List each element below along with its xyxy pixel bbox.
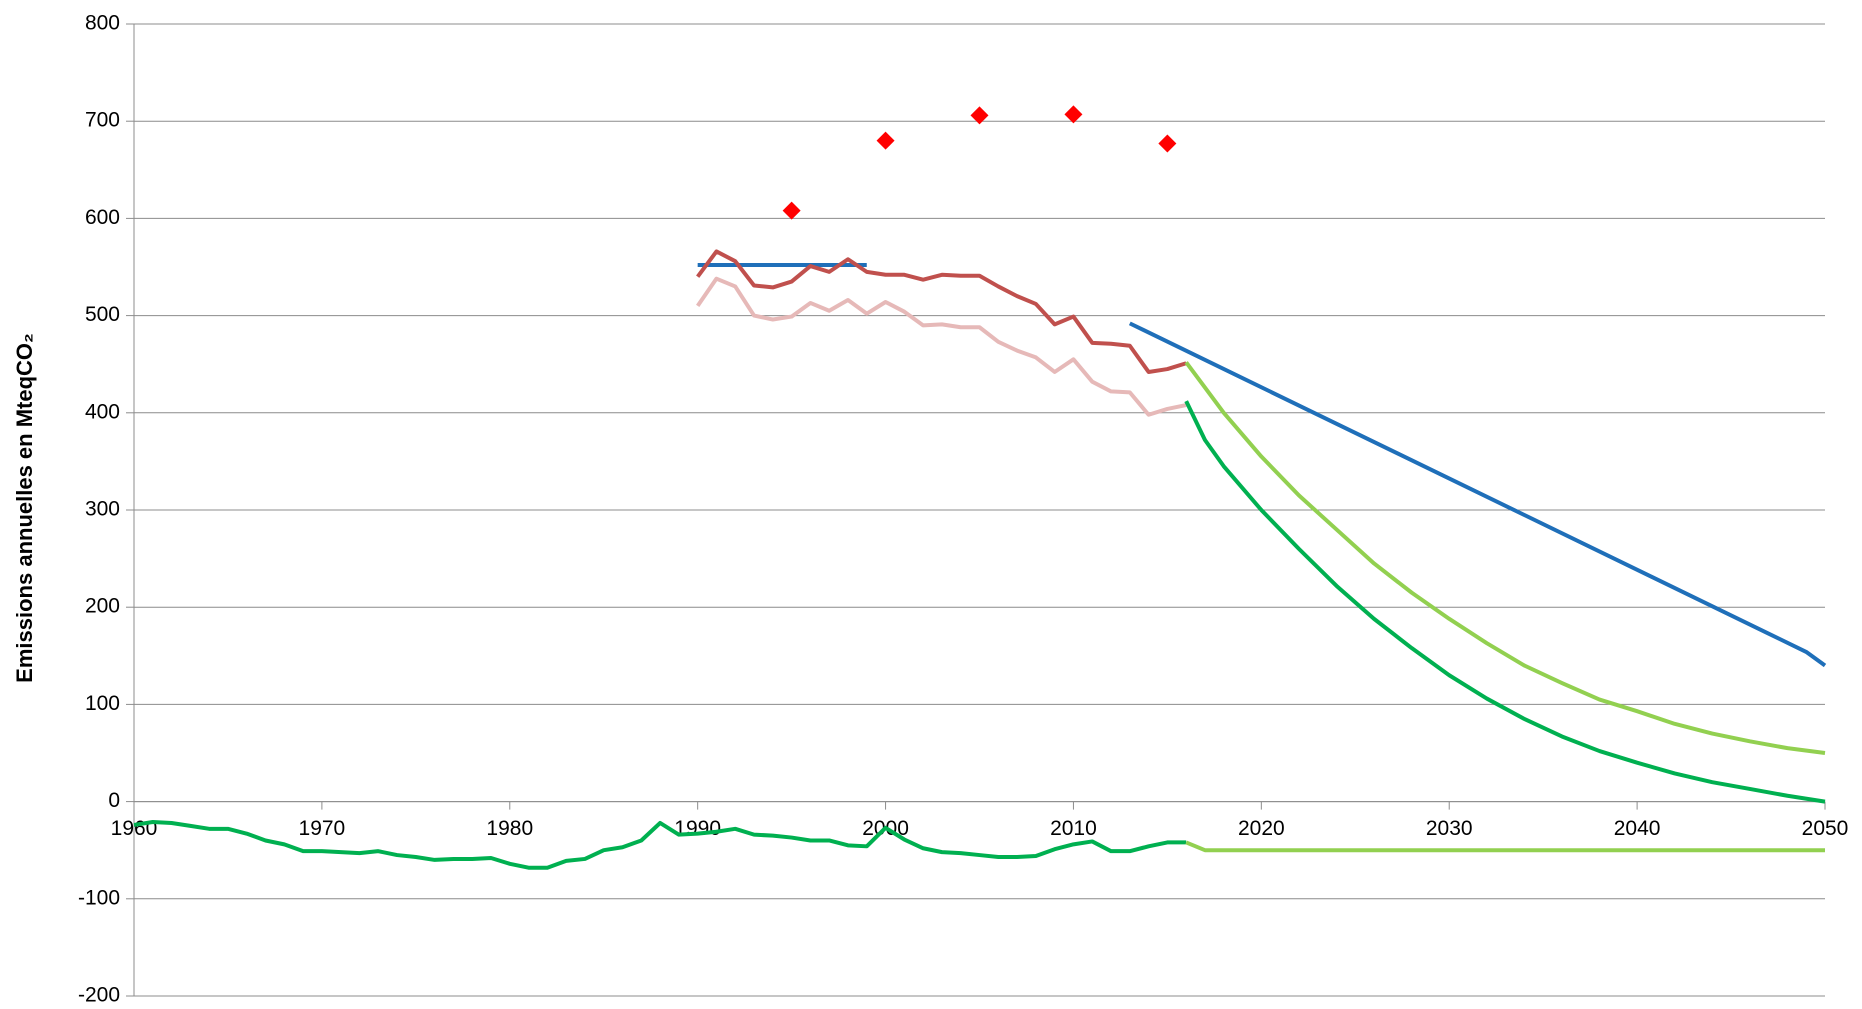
y-tick-label: 300 <box>85 498 120 521</box>
diamond-marker <box>876 131 895 150</box>
line-series <box>1128 321 1827 668</box>
y-tick-label: 200 <box>85 595 120 618</box>
x-tick-label: 2040 <box>1614 817 1661 840</box>
y-tick-label: 700 <box>85 109 120 132</box>
x-tick-label: 1970 <box>299 817 346 840</box>
y-tick-label: -200 <box>78 984 120 1007</box>
line-series <box>696 276 1187 417</box>
x-tick-label: 2050 <box>1802 817 1849 840</box>
y-axis-label: Emissions annuelles en MteqCO₂ <box>12 333 37 683</box>
x-tick-label: 2010 <box>1050 817 1097 840</box>
x-tick-label: 1980 <box>486 817 533 840</box>
diamond-marker <box>1064 105 1083 124</box>
x-tick-label: 2020 <box>1238 817 1285 840</box>
line-series <box>1185 840 1825 853</box>
y-tick-label: 400 <box>85 400 120 423</box>
y-tick-label: 800 <box>85 12 120 35</box>
diamond-marker <box>782 201 801 220</box>
y-tick-label: 100 <box>85 692 120 715</box>
x-tick-label: 1990 <box>674 817 721 840</box>
line-series <box>133 820 1187 870</box>
line-series <box>696 249 1187 374</box>
y-tick-label: 0 <box>108 789 120 812</box>
y-tick-label: 500 <box>85 303 120 326</box>
line-series <box>1184 361 1826 755</box>
diamond-marker <box>1158 134 1177 153</box>
x-tick-label: 2030 <box>1426 817 1473 840</box>
y-tick-label: 600 <box>85 206 120 229</box>
diamond-marker <box>970 106 989 125</box>
line-series <box>1184 400 1826 804</box>
y-tick-label: -100 <box>78 886 120 909</box>
